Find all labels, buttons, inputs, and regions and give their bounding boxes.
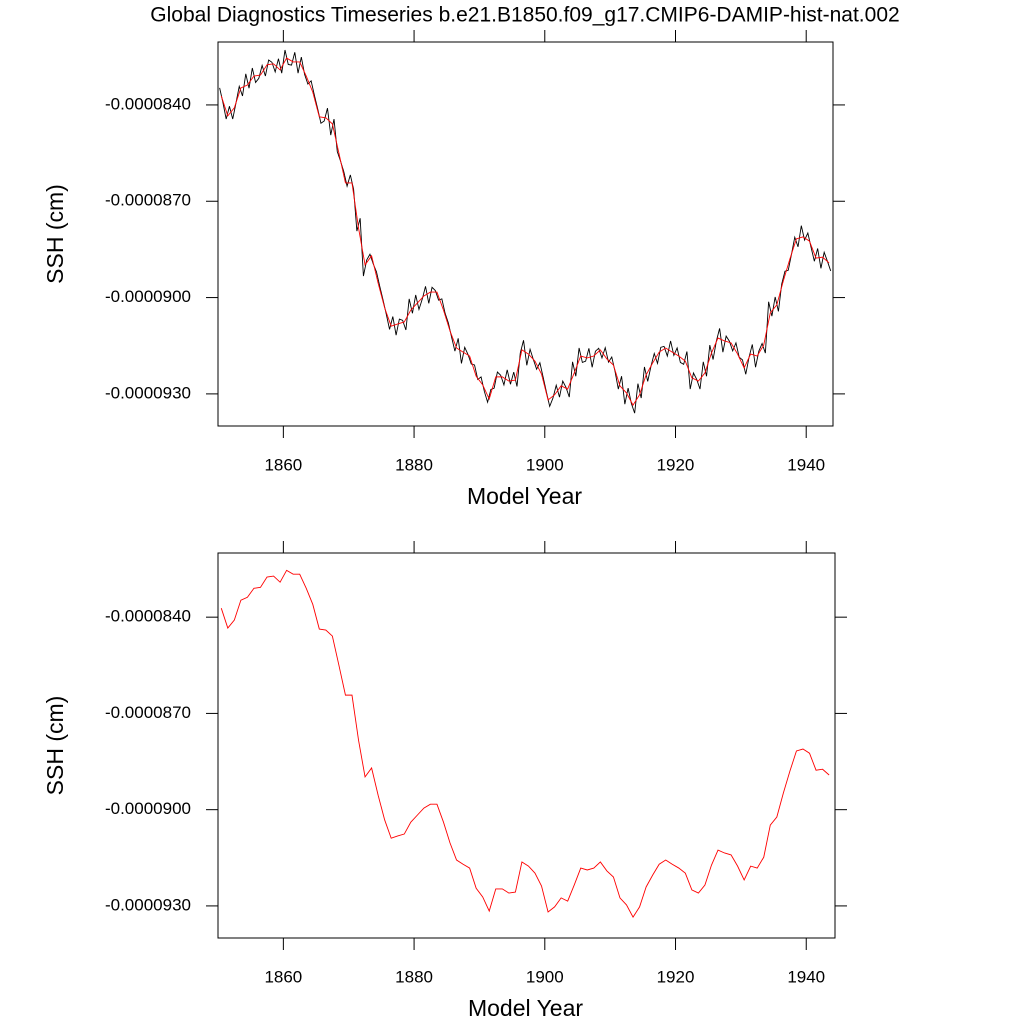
y-tick-label: -0.0000870 — [105, 703, 191, 722]
y-axis-label: SSH (cm) — [42, 184, 68, 284]
data-line — [219, 49, 832, 414]
x-tick-label: 1940 — [787, 455, 825, 474]
y-tick-label: -0.0000930 — [105, 895, 191, 914]
plot-frame — [217, 41, 834, 427]
y-tick-label: -0.0000840 — [105, 607, 191, 626]
x-tick-label: 1880 — [395, 967, 433, 986]
chart-title: Global Diagnostics Timeseries b.e21.B185… — [150, 4, 899, 27]
x-tick-label: 1860 — [264, 967, 302, 986]
data-line — [220, 57, 830, 407]
data-line — [220, 569, 830, 919]
x-tick-label: 1880 — [395, 455, 433, 474]
y-tick-label: -0.0000870 — [105, 191, 191, 210]
x-tick-label: 1900 — [526, 967, 564, 986]
y-tick-label: -0.0000840 — [105, 94, 191, 113]
plot-frame — [217, 552, 836, 939]
x-tick-label: 1860 — [264, 455, 302, 474]
x-axis-label: Model Year — [467, 483, 582, 509]
x-tick-label: 1900 — [526, 455, 564, 474]
x-tick-label: 1940 — [787, 967, 825, 986]
y-tick-label: -0.0000930 — [105, 383, 191, 402]
x-axis-label: Model Year — [468, 995, 583, 1021]
x-tick-label: 1920 — [657, 455, 695, 474]
y-tick-label: -0.0000900 — [105, 799, 191, 818]
y-axis-label: SSH (cm) — [42, 696, 68, 796]
y-tick-label: -0.0000900 — [105, 287, 191, 306]
x-tick-label: 1920 — [657, 967, 695, 986]
